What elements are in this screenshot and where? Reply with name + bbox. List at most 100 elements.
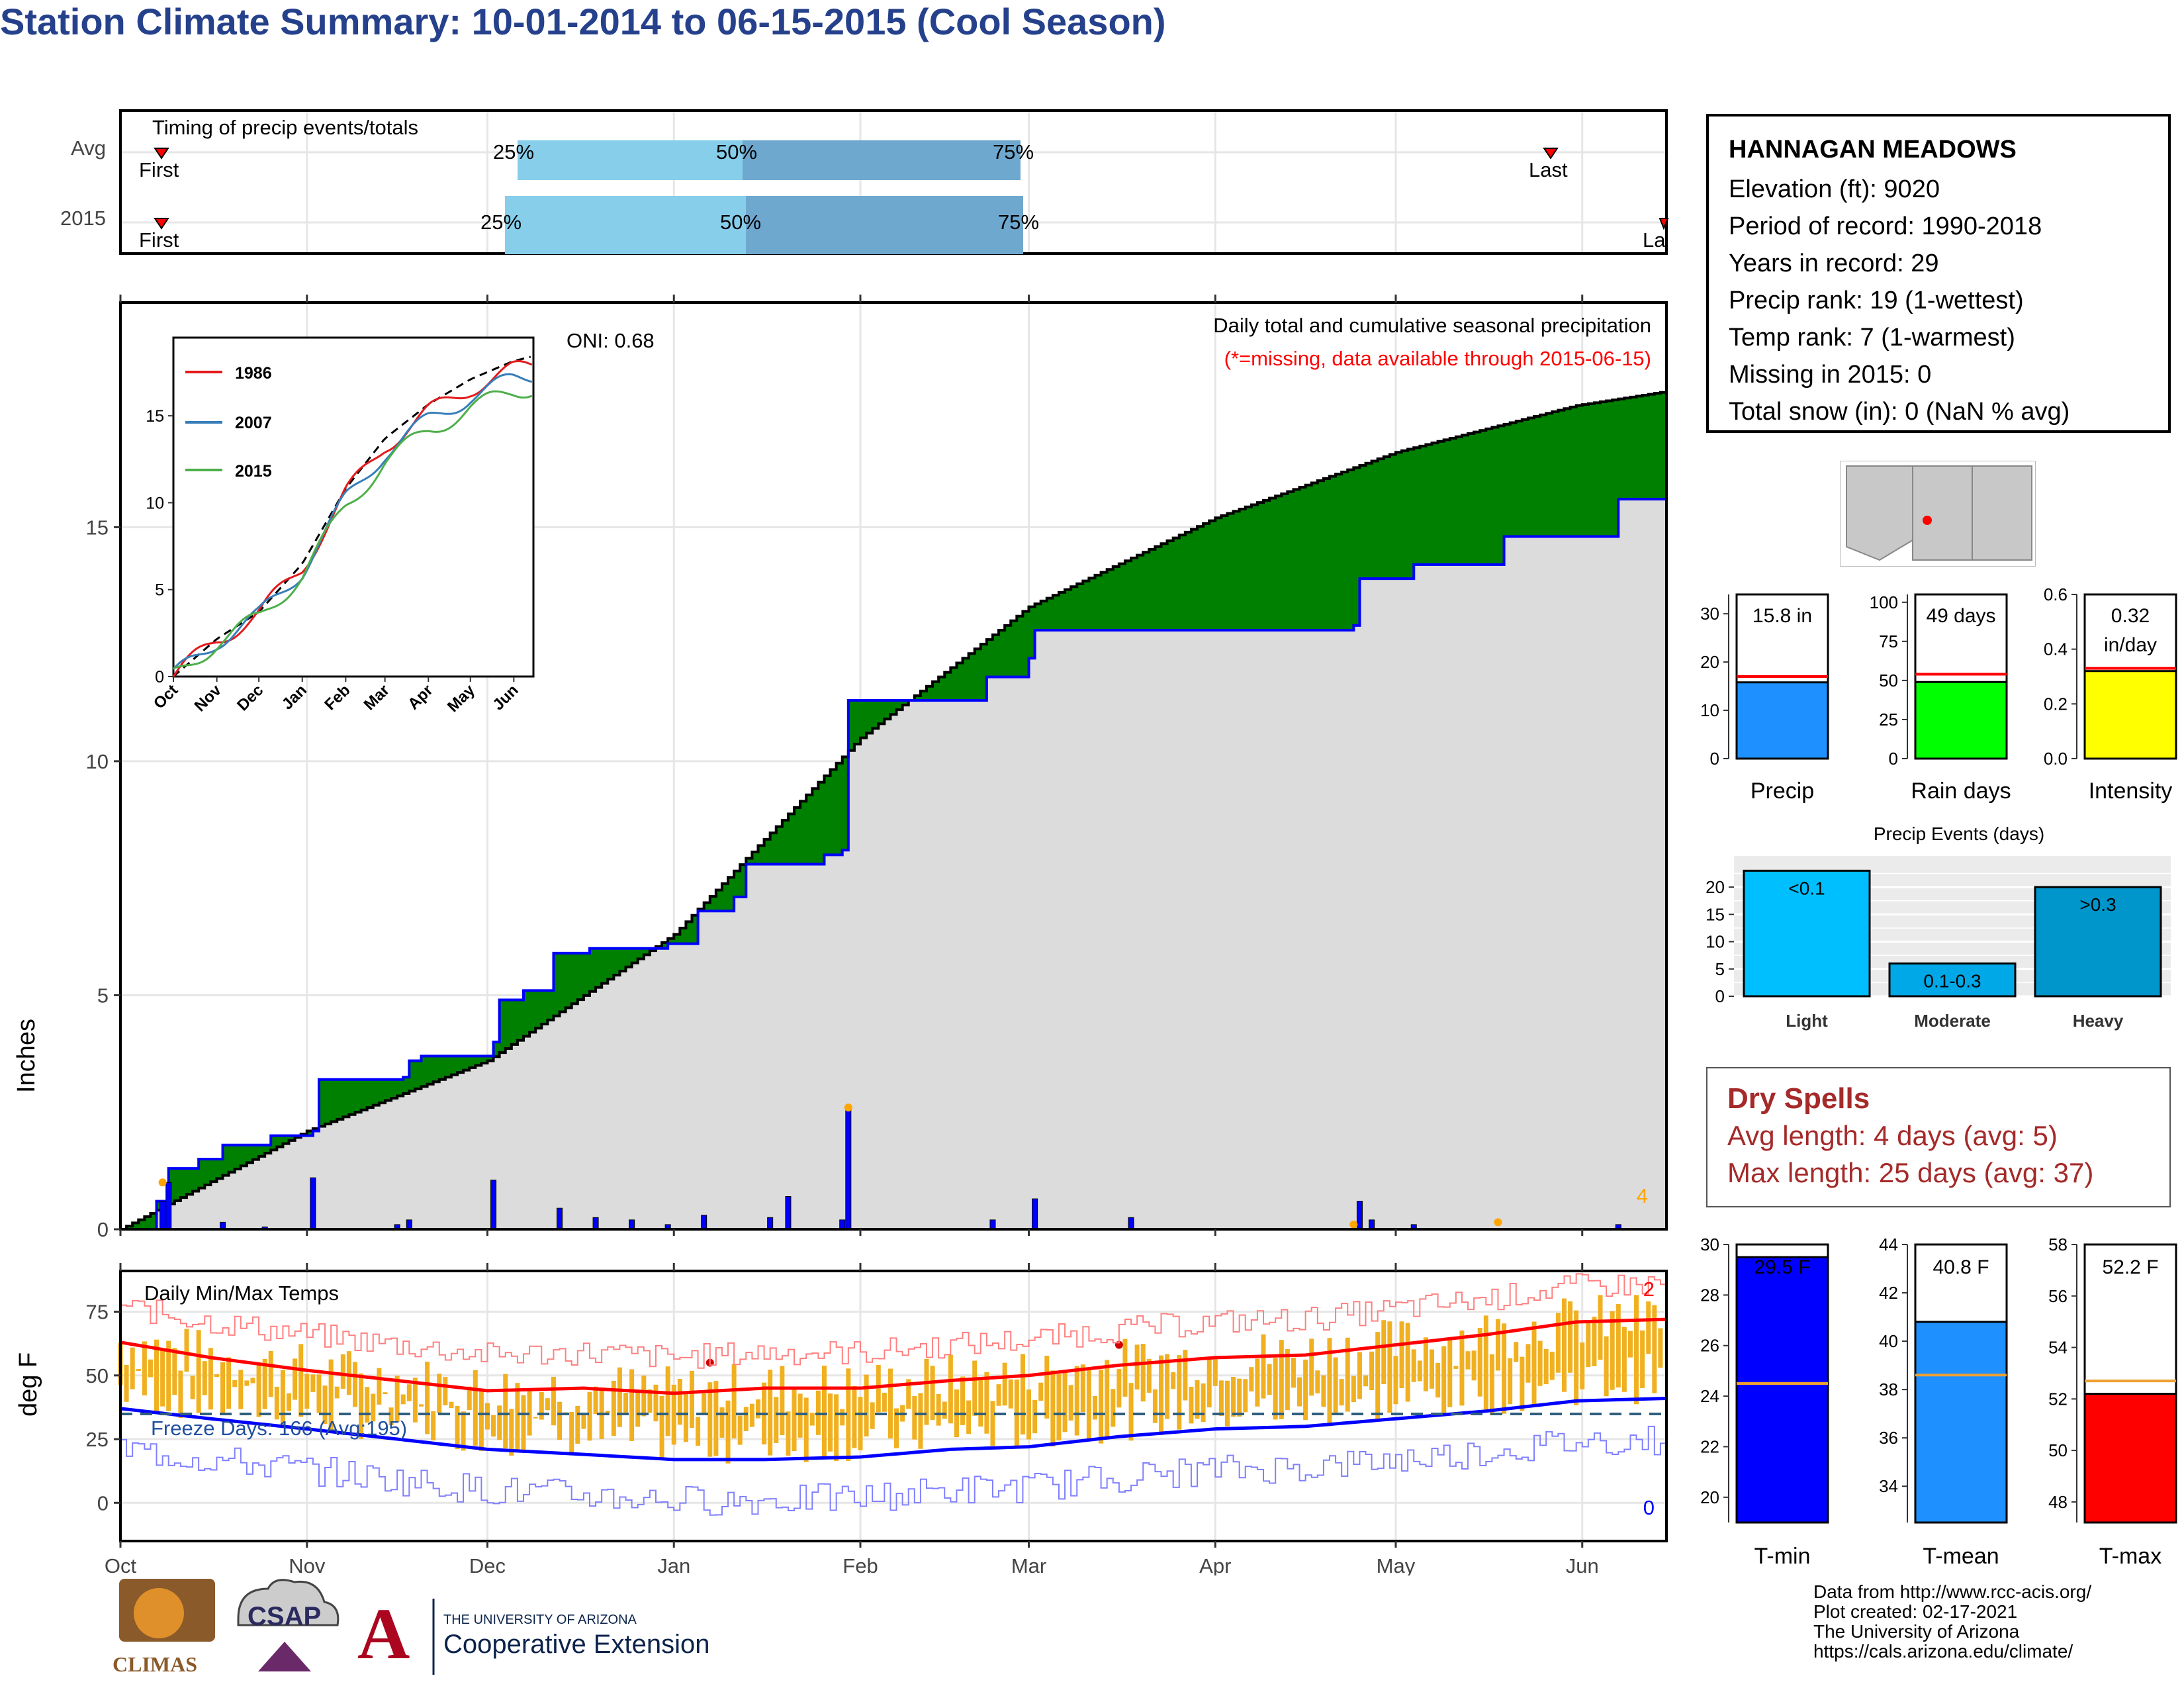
temp-range-bar (659, 1395, 664, 1460)
temp-range-bar (1393, 1356, 1398, 1405)
inset-ytick-label: 5 (155, 581, 164, 600)
summary-bar (2083, 670, 2177, 760)
temp-range-bar (1267, 1364, 1272, 1395)
temp-summary-ytick-label: 44 (1879, 1235, 1898, 1254)
events-ytick-label: 10 (1706, 932, 1725, 952)
temp-range-bar (1231, 1376, 1236, 1417)
temp-range-bar (1140, 1344, 1146, 1402)
csap-logo: CSAP (237, 1579, 340, 1671)
summary-ytick-label: 25 (1879, 710, 1898, 729)
temp-range-bar (437, 1374, 442, 1414)
temp-range-bar (1297, 1377, 1302, 1407)
temp-range-bar (1543, 1348, 1549, 1385)
temp-summary-value: 52.2 F (2102, 1256, 2158, 1278)
station-snow: Total snow (in): 0 (NaN % avg) (1729, 398, 2070, 426)
temp-range-bar (1459, 1330, 1465, 1406)
temp-range-bar (924, 1359, 929, 1425)
page-title: Station Climate Summary: 10-01-2014 to 0… (0, 1, 1166, 42)
temp-range-bar (1502, 1323, 1507, 1414)
temp-range-bar (780, 1366, 785, 1436)
temp-summary-value: 40.8 F (1933, 1256, 1989, 1278)
temp-range-bar (1646, 1301, 1651, 1354)
temp-summary-ytick-label: 24 (1700, 1386, 1719, 1406)
inset-series (172, 355, 533, 678)
temp-range-bar (635, 1391, 641, 1427)
temp-summary-ytick-label: 20 (1700, 1487, 1719, 1507)
svg-text:CSAP: CSAP (248, 1602, 321, 1631)
y2015-first: First (139, 228, 179, 252)
events-category: Light (1786, 1011, 1828, 1031)
temp-summary-ytick-label: 56 (2048, 1286, 2068, 1306)
temp-range-bar (515, 1383, 520, 1452)
temp-range-bar (166, 1340, 171, 1411)
temp-range-bar (377, 1368, 382, 1405)
temp-range-bar (287, 1393, 292, 1411)
temp-range-bar (431, 1411, 436, 1441)
precip-yticks: 0 5 10 15 (86, 295, 1584, 1241)
temp-range-bar (1351, 1376, 1356, 1403)
summary-label: Rain days (1911, 778, 2011, 804)
temp-range-bar (1020, 1354, 1025, 1435)
summary-ytick-label: 50 (1879, 671, 1898, 690)
temp-summary-t-mean: 34 36 38 40 42 44 40.8 F T-mean (1879, 1235, 2008, 1569)
temp-range-bar (665, 1366, 670, 1436)
avg-first: First (139, 158, 179, 181)
temp-range-bar (887, 1368, 893, 1439)
temp-range-bar (509, 1409, 514, 1456)
temp-range-bar (1495, 1319, 1500, 1371)
temp-range-bar (918, 1393, 923, 1449)
station-years: Years in record: 29 (1729, 250, 1939, 277)
tmin-avg-line (120, 1396, 1667, 1462)
temp-range-bar (702, 1393, 707, 1415)
temp-range-bar (1627, 1331, 1633, 1358)
events-category: Moderate (1914, 1011, 1991, 1031)
inset-series-line (172, 359, 533, 677)
temp-range-bar (1574, 1310, 1579, 1405)
y2015-first-marker (154, 218, 169, 230)
temp-range-bar (828, 1393, 833, 1452)
temp-range-bar (1423, 1337, 1428, 1391)
y2015-q2-bar (746, 196, 1023, 254)
temp-range-bar (653, 1384, 659, 1422)
y2015-last-marker (1659, 218, 1669, 230)
temp-range-bar (214, 1374, 219, 1377)
temp-range-bar (864, 1374, 869, 1437)
temp-summary-bar (1735, 1256, 1829, 1524)
temp-range-bar (334, 1386, 340, 1399)
summary-chart-precip: 0 10 20 30 15.8 in Precip (1700, 593, 1829, 804)
oni-label: ONI: 0.68 (567, 329, 655, 352)
inset-xtick-label: Apr (404, 681, 436, 713)
temp-range-bar (719, 1407, 725, 1438)
temp-range-bar (749, 1403, 754, 1427)
temp-range-bar (268, 1350, 273, 1397)
month-label: Dec (469, 1554, 506, 1575)
temp-range-bar (1080, 1364, 1085, 1413)
daily-precip-bar (165, 1182, 172, 1230)
temp-range-bar (1206, 1358, 1212, 1408)
temp-range-bar (184, 1329, 189, 1372)
precip-caption-missing: (*=missing, data available through 2015-… (1224, 347, 1651, 370)
station-temp-rank: Temp rank: 7 (1-warmest) (1729, 324, 2015, 352)
temp-range-bar (1044, 1356, 1050, 1419)
dry-max-length: Max length: 25 days (avg: 37) (1727, 1157, 2094, 1188)
temp-range-bar (154, 1339, 159, 1414)
temp-range-bar (412, 1378, 418, 1423)
summary-ytick-label: 0.6 (2044, 585, 2068, 604)
extreme-marker (158, 1178, 167, 1187)
temp-summary-ytick-label: 28 (1700, 1285, 1719, 1305)
temp-range-bar (1056, 1374, 1062, 1441)
month-axis: Oct Nov Dec Jan Feb Mar Apr May Jun (105, 1263, 1599, 1575)
temp-range-bar (1435, 1363, 1441, 1398)
events-bar (2034, 886, 2162, 998)
temp-range-bar (936, 1393, 941, 1426)
precip-ytick-label: 10 (86, 750, 109, 773)
temp-range-bar (1339, 1379, 1344, 1406)
inset-xtick-label: Mar (361, 681, 393, 714)
summary-bar (1735, 681, 1829, 760)
temp-range-bar (1586, 1321, 1591, 1368)
summary-bar (1914, 680, 2008, 760)
month-label: Jun (1566, 1554, 1599, 1575)
dry-spells-title: Dry Spells (1727, 1082, 1870, 1115)
avg-p25: 25% (493, 140, 534, 164)
temp-range-bar (533, 1417, 538, 1419)
